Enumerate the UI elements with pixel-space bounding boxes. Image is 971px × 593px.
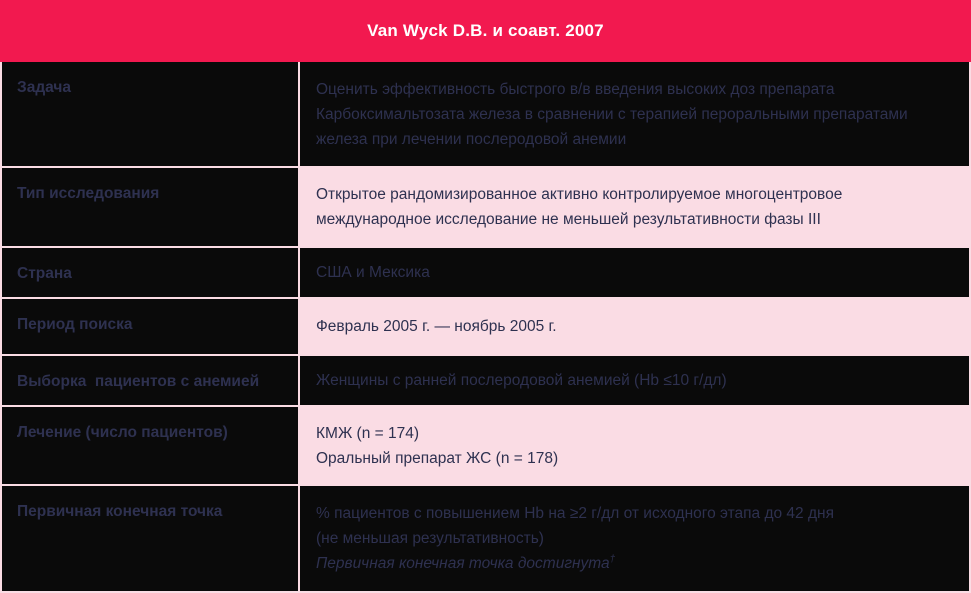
value-line: Февраль 2005 г. — ноябрь 2005 г. — [316, 318, 557, 335]
row-value: Открытое рандомизированное активно контр… — [300, 168, 969, 246]
row-label: Лечение (число пациентов) — [2, 407, 300, 484]
row-value: % пациентов с повышением Hb на ≥2 г/дл о… — [300, 486, 969, 591]
table-row-treatment: Лечение (число пациентов) КМЖ (n = 174) … — [2, 407, 969, 486]
value-line: железа при лечении послеродовой анемии — [316, 130, 627, 148]
value-line: КМЖ (n = 174) — [316, 424, 420, 442]
value-line: США и Мексика — [316, 264, 430, 281]
row-value: Оценить эффективность быстрого в/в введе… — [300, 62, 969, 166]
row-label: Выборка пациентов с анемией — [2, 356, 300, 405]
table-row-search-period: Период поиска Февраль 2005 г. — ноябрь 2… — [2, 299, 969, 356]
value-line: (не меньшая результативность) — [316, 530, 544, 547]
row-value: Февраль 2005 г. — ноябрь 2005 г. — [300, 299, 969, 354]
row-label: Задача — [2, 62, 300, 166]
table-row-primary-endpoint: Первичная конечная точка % пациентов с п… — [2, 486, 969, 591]
study-title: Van Wyck D.B. и соавт. 2007 — [367, 21, 604, 40]
study-table: Задача Оценить эффективность быстрого в/… — [0, 62, 971, 593]
row-value: США и Мексика — [300, 248, 969, 297]
value-line: Карбоксимальтозата железа в сравнении с … — [316, 105, 908, 123]
value-line: Оральный препарат ЖС (n = 178) — [316, 449, 559, 467]
value-line: % пациентов с повышением Hb на ≥2 г/дл о… — [316, 505, 834, 522]
row-label: Период поиска — [2, 299, 300, 354]
row-value: КМЖ (n = 174) Оральный препарат ЖС (n = … — [300, 407, 969, 484]
endpoint-result-line: Первичная конечная точка достигнута† — [316, 551, 951, 576]
row-label: Тип исследования — [2, 168, 300, 246]
card-header: Van Wyck D.B. и соавт. 2007 — [0, 0, 971, 62]
value-line: Оценить эффективность быстрого в/в введе… — [316, 80, 835, 98]
value-line: международное исследование не меньшей ре… — [316, 211, 821, 228]
table-row-study-type: Тип исследования Открытое рандомизирован… — [2, 168, 969, 248]
value-line: Женщины с ранней послеродовой анемией (H… — [316, 372, 727, 389]
table-row-country: Страна США и Мексика — [2, 248, 969, 299]
table-row-patient-sample: Выборка пациентов с анемией Женщины с ра… — [2, 356, 969, 407]
endpoint-result-text: Первичная конечная точка достигнута — [316, 555, 610, 572]
row-label: Первичная конечная точка — [2, 486, 300, 591]
table-row-objective: Задача Оценить эффективность быстрого в/… — [2, 62, 969, 168]
footnote-mark: † — [609, 553, 616, 565]
row-label: Страна — [2, 248, 300, 297]
row-value: Женщины с ранней послеродовой анемией (H… — [300, 356, 969, 405]
value-line: Открытое рандомизированное активно контр… — [316, 186, 843, 203]
